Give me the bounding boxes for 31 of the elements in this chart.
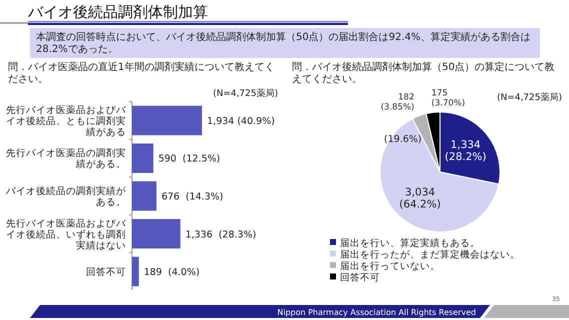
legend-label: 届出を行ったが、まだ算定機会はない。 [340, 248, 520, 260]
data-label: 590 (12.5%) [158, 154, 220, 165]
chart-title: 問．バイオ医薬品の直近1年間の調剤実績について教えてください。 [8, 61, 274, 85]
bar [132, 181, 156, 211]
text: Nippon Pharmacy Association All Rights Reserved [277, 308, 476, 317]
text: 本調査の回答時点において、バイオ後続品調剤体制加算（50点）の届出割合は92.4%、算定実績がある割合は28.2%であった。 [36, 31, 530, 55]
data-label: 1,934 (40.9%) [207, 116, 275, 127]
text: (N=4,725薬局) [496, 92, 562, 103]
data-label: 1,336 (28.3%) [185, 229, 256, 240]
text: (N=4,725薬局) [212, 88, 278, 99]
text: バイオ後続品調剤体制加算 [27, 3, 208, 21]
data-label: 3,034 (64.2%) [399, 186, 441, 210]
bar [132, 256, 139, 286]
data-label: 1,334 (28.2%) [444, 139, 486, 164]
data-label: 189 (4.0%) [144, 267, 200, 278]
text: (19.6%) [384, 134, 422, 145]
y-tick-label: バイオ後続品の調剤実績がある。 [5, 185, 127, 208]
y-tick-label: 先行バイオ医薬品およびバイオ後続品、いずれも調剤実績はない [6, 217, 127, 252]
legend-label: 届出を行い、算定実績もある。 [340, 237, 480, 249]
legend-label: 届出を行っていない。 [340, 260, 440, 272]
y-tick-label: 先行バイオ医薬品の調剤実績がある。 [6, 147, 126, 170]
data-label: 676 (14.3%) [161, 192, 224, 202]
data-label: 182 (3.85%) [380, 92, 414, 113]
chart-title: 問．バイオ後続品調剤体制加算（50点）の算定について教えてください。 [292, 61, 555, 85]
data-label: 175 (3.70%) [431, 88, 466, 108]
y-tick-label: 回答不可 [86, 266, 126, 278]
bar [132, 144, 154, 173]
legend-label: 回答不可 [340, 272, 380, 284]
y-tick-label: 先行バイオ医薬品およびバイオ後続品、ともに調剤実績がある [6, 104, 127, 138]
bar [132, 106, 202, 136]
bar [132, 219, 180, 248]
